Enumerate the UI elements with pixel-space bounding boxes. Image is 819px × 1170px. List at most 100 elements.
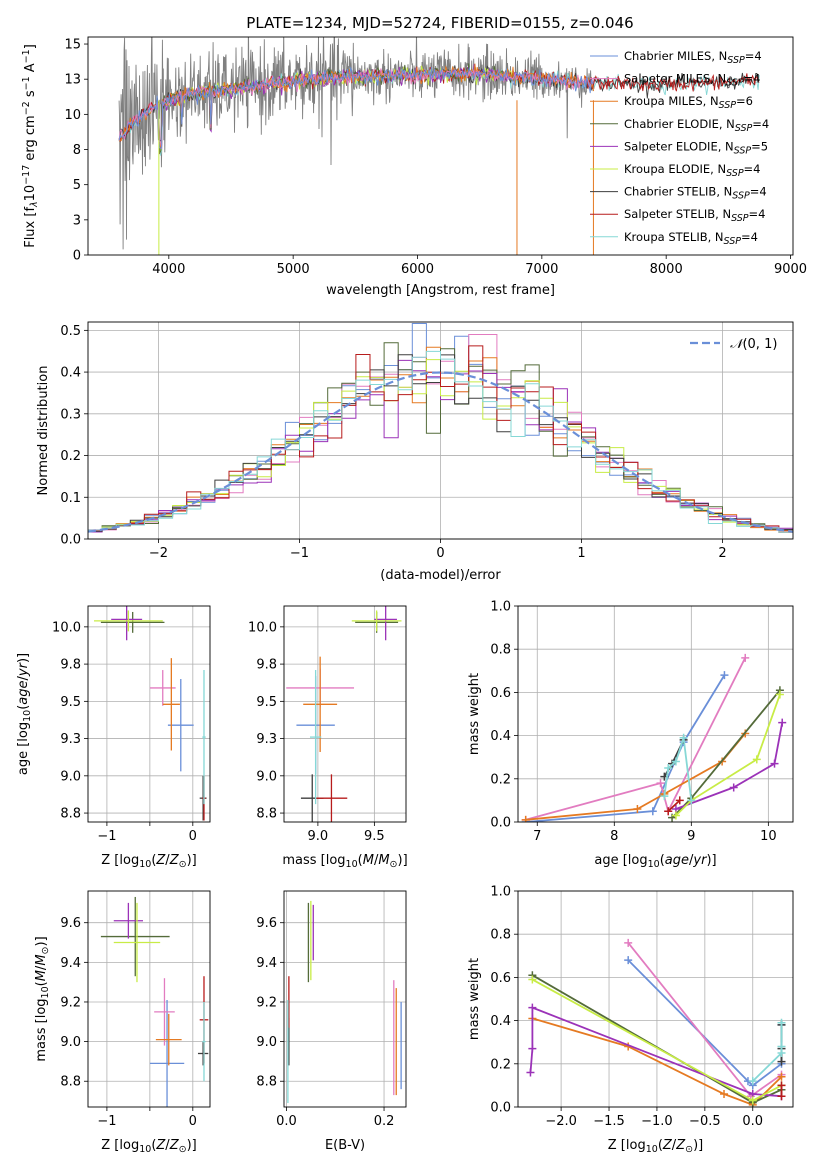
y-tick-label: 9.8 (256, 658, 277, 673)
y-tick-label: 9.5 (60, 695, 81, 710)
x-tick-label: −1 (290, 546, 309, 561)
y-tick-label: 9.8 (60, 658, 81, 673)
errorbar-salpeter-elodie (111, 606, 143, 641)
y-tick-label: 9.0 (256, 1035, 277, 1050)
y-tick-label: 9.0 (256, 769, 277, 784)
series-marker (752, 755, 761, 764)
y-tick-label: 0.4 (60, 366, 81, 381)
series-marker (720, 671, 729, 680)
y-axis-label: mass weight (467, 958, 482, 1040)
series-marker (528, 1044, 537, 1053)
legend-label: Chabrier MILES, NSSP=4 (624, 49, 762, 66)
series-salpeter-stelib (664, 796, 684, 816)
series-line (667, 799, 681, 812)
series-marker (528, 975, 537, 984)
x-tick-label: 7000 (525, 262, 558, 277)
histogram-salpeter-stelib (88, 345, 793, 532)
errorbar-chabrier-elodie (100, 896, 170, 977)
series-marker (729, 783, 738, 792)
y-tick-label: 0.2 (490, 1057, 511, 1072)
series-marker (664, 764, 673, 772)
errorbar-kroupa-elodie (113, 902, 161, 983)
legend-label: Salpeter STELIB, NSSP=4 (624, 207, 765, 224)
errorbar-salpeter-miles (154, 978, 175, 1046)
series-marker (624, 956, 633, 965)
y-tick-label: 1.0 (490, 600, 511, 615)
errorbar-chabrier-miles (149, 999, 185, 1107)
y-tick-label: 8.8 (60, 1075, 81, 1090)
series-marker (648, 807, 657, 816)
x-tick-label: 9.0 (308, 829, 329, 844)
y-tick-label: 0.8 (490, 643, 511, 658)
axes-frame (517, 890, 794, 1108)
series-marker (775, 690, 784, 699)
x-tick-label: 0 (189, 1114, 197, 1129)
x-axis-label: age [log10(age/yr)] (594, 853, 716, 870)
series-marker (660, 792, 669, 801)
panel-mass_vs_EBV: 0.0 0.2 8.8 9.0 9.2 9.4 9.6 E(B-V) (256, 890, 407, 1153)
series-marker (675, 796, 684, 805)
panel-mw_vs_age: 7 8 9 10 0.0 0.2 0.4 0.6 0.8 1.0 age [log10(age/yr… (467, 600, 794, 870)
y-tick-label: 3 (73, 213, 81, 228)
x-tick-label: 0.0 (742, 1114, 763, 1129)
y-axis-label: mass weight (467, 673, 482, 755)
y-tick-label: 10.0 (52, 620, 81, 635)
plot-area (88, 323, 793, 533)
panel-mass_vs_Z: −1 0 8.8 9.0 9.2 9.4 9.6 Z [log10(Z/Z⊙)] mass [l… (34, 890, 211, 1155)
y-tick-label: 9.0 (60, 769, 81, 784)
errorbar-kroupa-stelib (202, 670, 206, 805)
y-tick-label: 0.6 (490, 971, 511, 986)
y-tick-label: 0 (73, 249, 81, 264)
y-tick-label: 9.4 (256, 956, 277, 971)
legend: Chabrier MILES, NSSP=4 Salpeter MILES, NS… (590, 49, 769, 247)
x-tick-label: 1 (577, 546, 585, 561)
series-line (525, 732, 746, 821)
errorbar-kroupa-miles (155, 1013, 182, 1066)
y-tick-label: 9.2 (256, 995, 277, 1010)
series-marker (633, 805, 642, 814)
series-salpeter-elodie (526, 1003, 786, 1101)
y-tick-label: 0.4 (490, 729, 511, 744)
plot-area (526, 938, 786, 1107)
x-tick-label: 5000 (277, 262, 310, 277)
series-marker (777, 1042, 786, 1051)
y-axis-label: Normed distribution (36, 366, 51, 496)
x-tick-label: 0.2 (374, 1114, 395, 1129)
series-marker (777, 1018, 786, 1027)
plot-area (521, 653, 787, 822)
series-marker (777, 1092, 786, 1101)
y-tick-label: 0.0 (60, 533, 81, 548)
series-salpeter-miles (521, 653, 750, 822)
y-tick-label: 0.2 (490, 772, 511, 787)
histogram-kroupa-stelib (88, 350, 793, 533)
errorbar-chabrier-elodie (100, 611, 165, 633)
y-tick-label: 9.0 (60, 1035, 81, 1050)
series-marker (526, 1068, 535, 1077)
series-marker (671, 811, 680, 820)
y-axis-label: mass [log10(M/M⊙)] (34, 936, 51, 1061)
errorbar-kroupa-miles (162, 658, 180, 751)
x-axis-label: (data-model)/error (380, 568, 501, 583)
legend-label: 𝒩(0, 1) (730, 337, 777, 352)
y-tick-label: 0.1 (60, 491, 81, 506)
series-marker (624, 938, 633, 947)
errorbar-kroupa-stelib (309, 670, 322, 805)
model-line-chabrier-miles (118, 66, 594, 150)
x-tick-label: 4000 (152, 262, 185, 277)
axes-frame (283, 605, 407, 823)
y-tick-label: 10.0 (248, 620, 277, 635)
y-tick-label: 9.6 (60, 916, 81, 931)
y-tick-label: 9.6 (256, 916, 277, 931)
x-tick-label: 0 (436, 546, 444, 561)
legend-label: Kroupa MILES, NSSP=6 (624, 94, 753, 111)
plot-area (94, 606, 207, 821)
series-salpeter-elodie (671, 718, 787, 814)
y-axis-label: age [log10(age/yr)] (16, 653, 33, 775)
errorbar-kroupa-stelib (202, 1001, 206, 1082)
legend-label: Chabrier STELIB, NSSP=4 (624, 185, 767, 202)
plot-area (118, 37, 760, 255)
legend-label: Kroupa ELODIE, NSSP=4 (624, 162, 761, 179)
x-tick-label: −0.5 (689, 1114, 721, 1129)
series-marker (521, 815, 530, 822)
